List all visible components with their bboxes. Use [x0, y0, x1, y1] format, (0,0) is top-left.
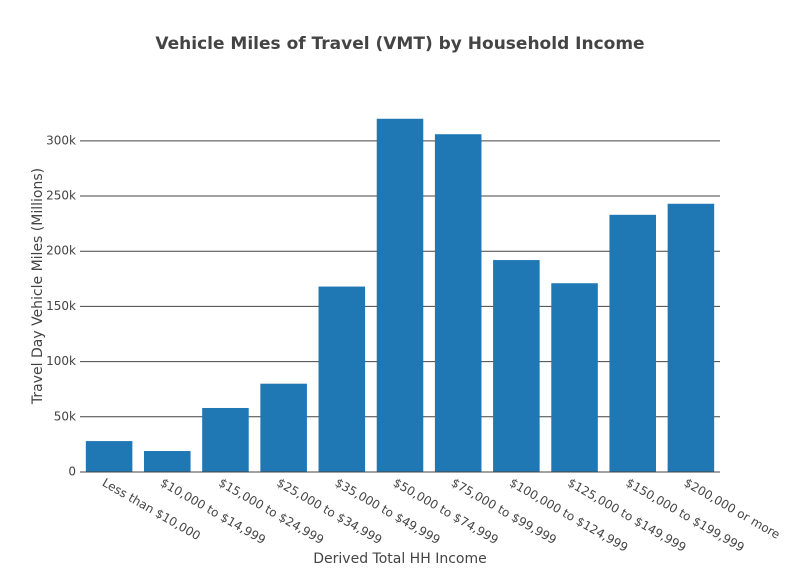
x-tick-label: $10,000 to $14,999: [158, 476, 268, 548]
bar: [85, 441, 133, 472]
bar: [609, 214, 656, 472]
bar: [202, 407, 249, 472]
x-tick-label: $75,000 to $99,999: [449, 476, 559, 548]
x-tick-label: $35,000 to $49,999: [333, 476, 443, 548]
bar: [434, 134, 482, 472]
x-tick-label: Less than $10,000: [100, 476, 203, 544]
y-tick-label: 0: [68, 465, 76, 479]
chart-title: Vehicle Miles of Travel (VMT) by Househo…: [155, 34, 644, 54]
y-axis-title: Travel Day Vehicle Miles (Millions): [30, 168, 46, 405]
bar: [667, 203, 715, 472]
x-tick-label: $200,000 or more: [682, 476, 783, 542]
bar: [493, 260, 540, 472]
bar: [551, 283, 598, 472]
bar: [260, 383, 307, 472]
x-tick-label: $25,000 to $34,999: [274, 476, 384, 548]
x-axis-title: Derived Total HH Income: [313, 551, 486, 567]
x-tick-label: $15,000 to $24,999: [216, 476, 326, 548]
y-tick-label: 100k: [46, 354, 76, 368]
bar: [318, 286, 366, 472]
bar: [144, 451, 191, 472]
y-tick-label: 150k: [46, 299, 76, 313]
bar: [376, 118, 424, 473]
y-tick-label: 250k: [46, 189, 76, 203]
x-tick-label: $50,000 to $74,999: [391, 476, 501, 548]
y-tick-label: 50k: [54, 409, 76, 423]
y-tick-label: 200k: [46, 244, 76, 258]
y-tick-label: 300k: [46, 133, 76, 147]
